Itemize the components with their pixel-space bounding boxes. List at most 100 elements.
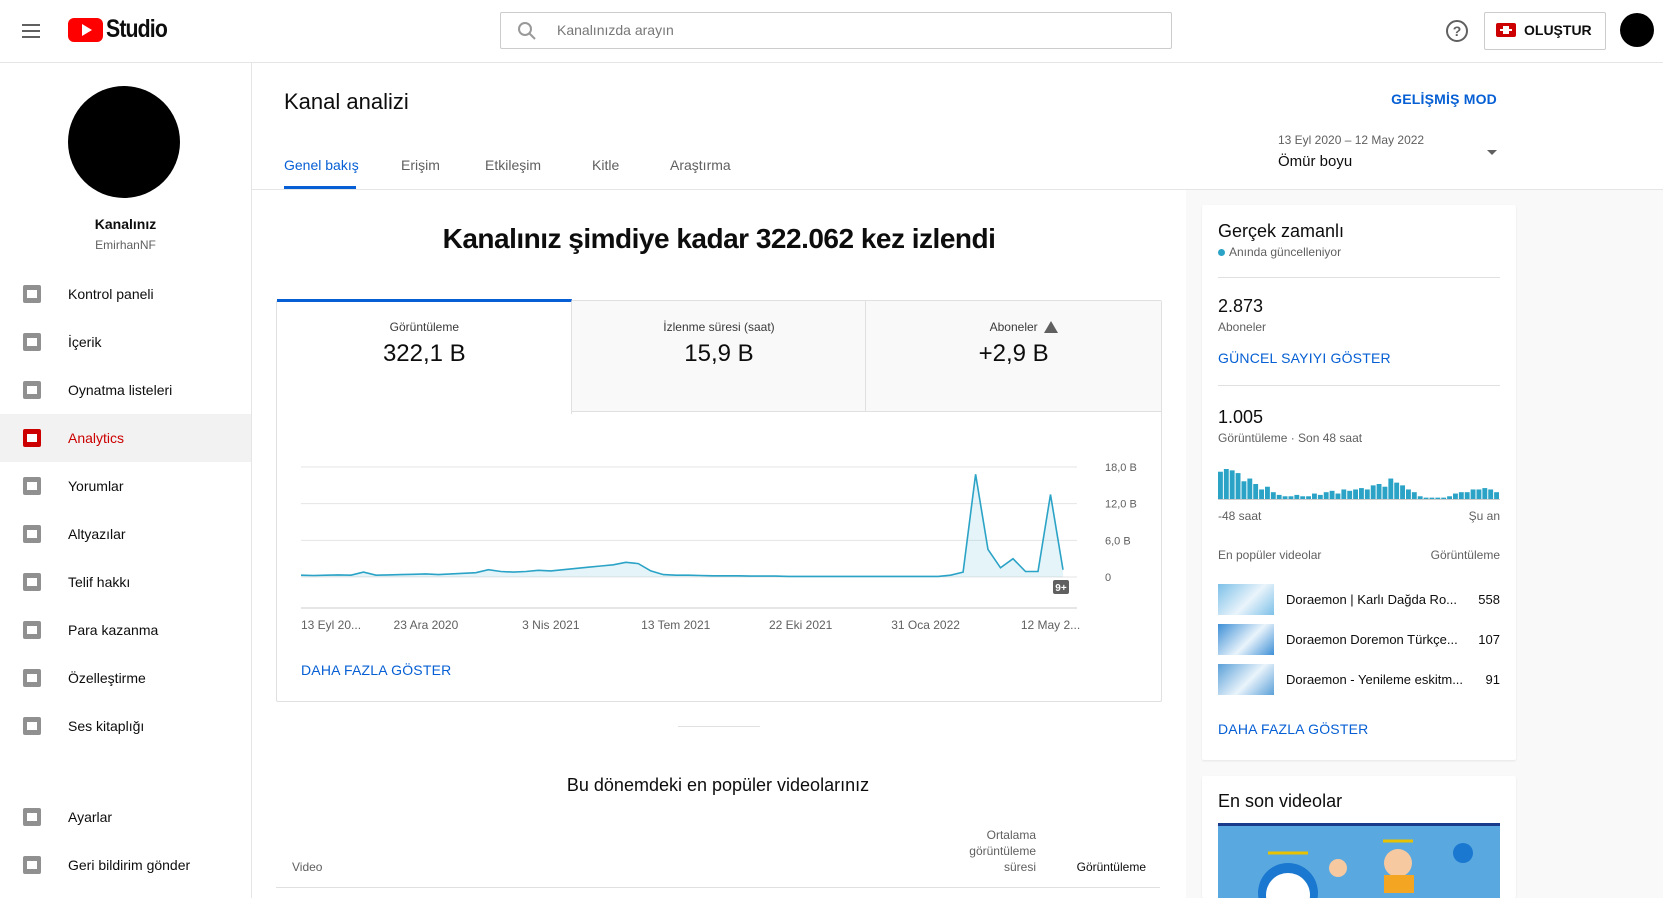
headline: Kanalınız şimdiye kadar 322.062 kez izle… — [442, 223, 996, 254]
metric-value: +2,9 B — [978, 340, 1049, 367]
show-count[interactable]: GÜNCEL SAYIYI GÖSTER — [1218, 350, 1391, 366]
menu-item[interactable]: Ayarlar — [68, 809, 113, 825]
views-chart: 0 6,0 B 12,0 B 18,0 B 13 Eyl 20... 23 Ara 202… — [300, 462, 1137, 632]
latest-thumbnail[interactable] — [1218, 823, 1500, 898]
menu-icon[interactable] — [22, 668, 42, 688]
channel-name: EmirhanNF — [95, 238, 156, 252]
metric-tab[interactable] — [571, 301, 867, 412]
menu-icon[interactable] — [22, 620, 42, 640]
create-label[interactable]: OLUŞTUR — [1524, 22, 1592, 38]
table-header-views[interactable]: Görüntüleme — [1076, 860, 1146, 874]
menu-item[interactable]: Kontrol paneli — [68, 286, 154, 302]
menu-item[interactable]: Geri bildirim gönder — [68, 857, 191, 873]
bar — [1482, 488, 1488, 499]
video-thumbnail[interactable] — [1218, 624, 1274, 655]
icon-detail — [27, 530, 37, 538]
video-title[interactable]: Doraemon - Yenileme eskitm... — [1286, 672, 1464, 687]
bar — [1441, 497, 1447, 499]
bar — [1453, 493, 1458, 499]
video-title[interactable]: Doraemon Doremon Türkçe... — [1286, 632, 1458, 647]
menu-item[interactable]: Para kazanma — [68, 622, 159, 638]
menu-icon[interactable] — [22, 332, 42, 352]
menu-icon[interactable] — [22, 807, 42, 827]
rt-axis-end: Şu an — [1468, 509, 1500, 523]
bar — [1429, 497, 1435, 499]
rt-axis-start: -48 saat — [1218, 509, 1262, 523]
page-title: Kanal analizi — [284, 89, 409, 114]
rt-show-more[interactable]: DAHA FAZLA GÖSTER — [1218, 721, 1369, 737]
top-videos-title: Bu dönemdeki en popüler videolarınız — [566, 775, 870, 795]
menu-item[interactable]: Özelleştirme — [68, 670, 146, 686]
metric-value: 322,1 B — [382, 340, 466, 367]
metric-tab[interactable] — [866, 301, 1161, 412]
menu-icon[interactable] — [22, 572, 42, 592]
menu-item[interactable]: Analytics — [68, 430, 125, 446]
advanced-mode[interactable]: GELİŞMİŞ MOD — [1391, 91, 1497, 107]
tab-underline — [284, 186, 356, 189]
bar — [1288, 496, 1294, 499]
search-box[interactable] — [500, 12, 1172, 49]
logo-text[interactable]: Studio — [106, 15, 168, 43]
create-button[interactable] — [1484, 12, 1606, 50]
video-thumbnail[interactable] — [1218, 584, 1274, 615]
svg-text:?: ? — [1453, 23, 1462, 39]
bar — [1276, 494, 1282, 499]
channel-title: Kanalınız — [94, 216, 157, 232]
menu-icon[interactable] — [22, 428, 42, 448]
bar — [1406, 489, 1411, 499]
realtime-chart — [1218, 469, 1500, 500]
menu-item[interactable]: Telif hakkı — [68, 574, 131, 590]
subscriber-count: 2.873 — [1218, 296, 1264, 316]
menu-icon[interactable] — [22, 855, 42, 875]
video-thumbnail[interactable] — [1218, 664, 1274, 695]
bar — [1294, 494, 1300, 499]
menu-item[interactable]: Yorumlar — [68, 478, 124, 494]
realtime-title: Gerçek zamanlı — [1218, 221, 1345, 241]
dropdown-arrow[interactable] — [1484, 148, 1500, 158]
tab[interactable]: Kitle — [592, 157, 620, 173]
menu-icon[interactable] — [22, 476, 42, 496]
menu-item[interactable]: İçerik — [68, 334, 102, 350]
menu-item[interactable]: Oynatma listeleri — [68, 382, 173, 398]
bar — [1376, 484, 1382, 499]
logo-icon[interactable] — [68, 17, 104, 43]
x-tick-label: 3 Nis 2021 — [522, 618, 580, 632]
icon-detail — [27, 482, 37, 490]
period[interactable]: Ömür boyu — [1278, 153, 1353, 170]
menu-icon[interactable] — [22, 524, 42, 544]
menu-icon[interactable] — [22, 716, 42, 736]
metric-tab[interactable] — [277, 299, 572, 414]
bar — [1382, 486, 1388, 499]
y-tick-label: 18,0 B — [1105, 462, 1137, 474]
tab[interactable]: Genel bakış — [284, 157, 359, 173]
video-title[interactable]: Doraemon | Karlı Dağda Ro... — [1286, 592, 1458, 607]
tab[interactable]: Araştırma — [670, 157, 731, 173]
menu-item[interactable]: Ses kitaplığı — [68, 718, 145, 734]
menu-active-bg — [0, 414, 251, 462]
tab[interactable]: Etkileşim — [485, 157, 542, 173]
chart-show-more[interactable]: DAHA FAZLA GÖSTER — [301, 662, 452, 678]
x-tick-label: 13 Tem 2021 — [641, 618, 710, 632]
help-icon[interactable]: ? — [1444, 18, 1470, 44]
bar — [1247, 478, 1253, 499]
bar — [1317, 494, 1323, 499]
warning-icon[interactable] — [1043, 320, 1059, 334]
table-header-avg: Ortalama görüntüleme süresi — [969, 828, 1036, 874]
metric-label: Aboneler — [989, 320, 1038, 334]
bar — [1235, 473, 1241, 499]
rt-top-title: En popüler videolar — [1218, 548, 1322, 562]
channel-avatar[interactable] — [68, 86, 180, 198]
video-views: 91 — [1485, 672, 1500, 687]
x-tick-label: 22 Eki 2021 — [769, 618, 833, 632]
account-avatar[interactable] — [1620, 13, 1654, 47]
menu-icon[interactable] — [22, 380, 42, 400]
bar — [1394, 482, 1400, 499]
tab[interactable]: Erişim — [401, 157, 440, 173]
rt-divider — [1218, 277, 1500, 278]
menu-button[interactable] — [20, 19, 44, 43]
menu-icon[interactable] — [22, 284, 42, 304]
menu-item[interactable]: Altyazılar — [68, 526, 126, 542]
bar — [1464, 492, 1470, 499]
x-tick-label: 23 Ara 2020 — [394, 618, 459, 632]
bar — [1447, 496, 1452, 499]
